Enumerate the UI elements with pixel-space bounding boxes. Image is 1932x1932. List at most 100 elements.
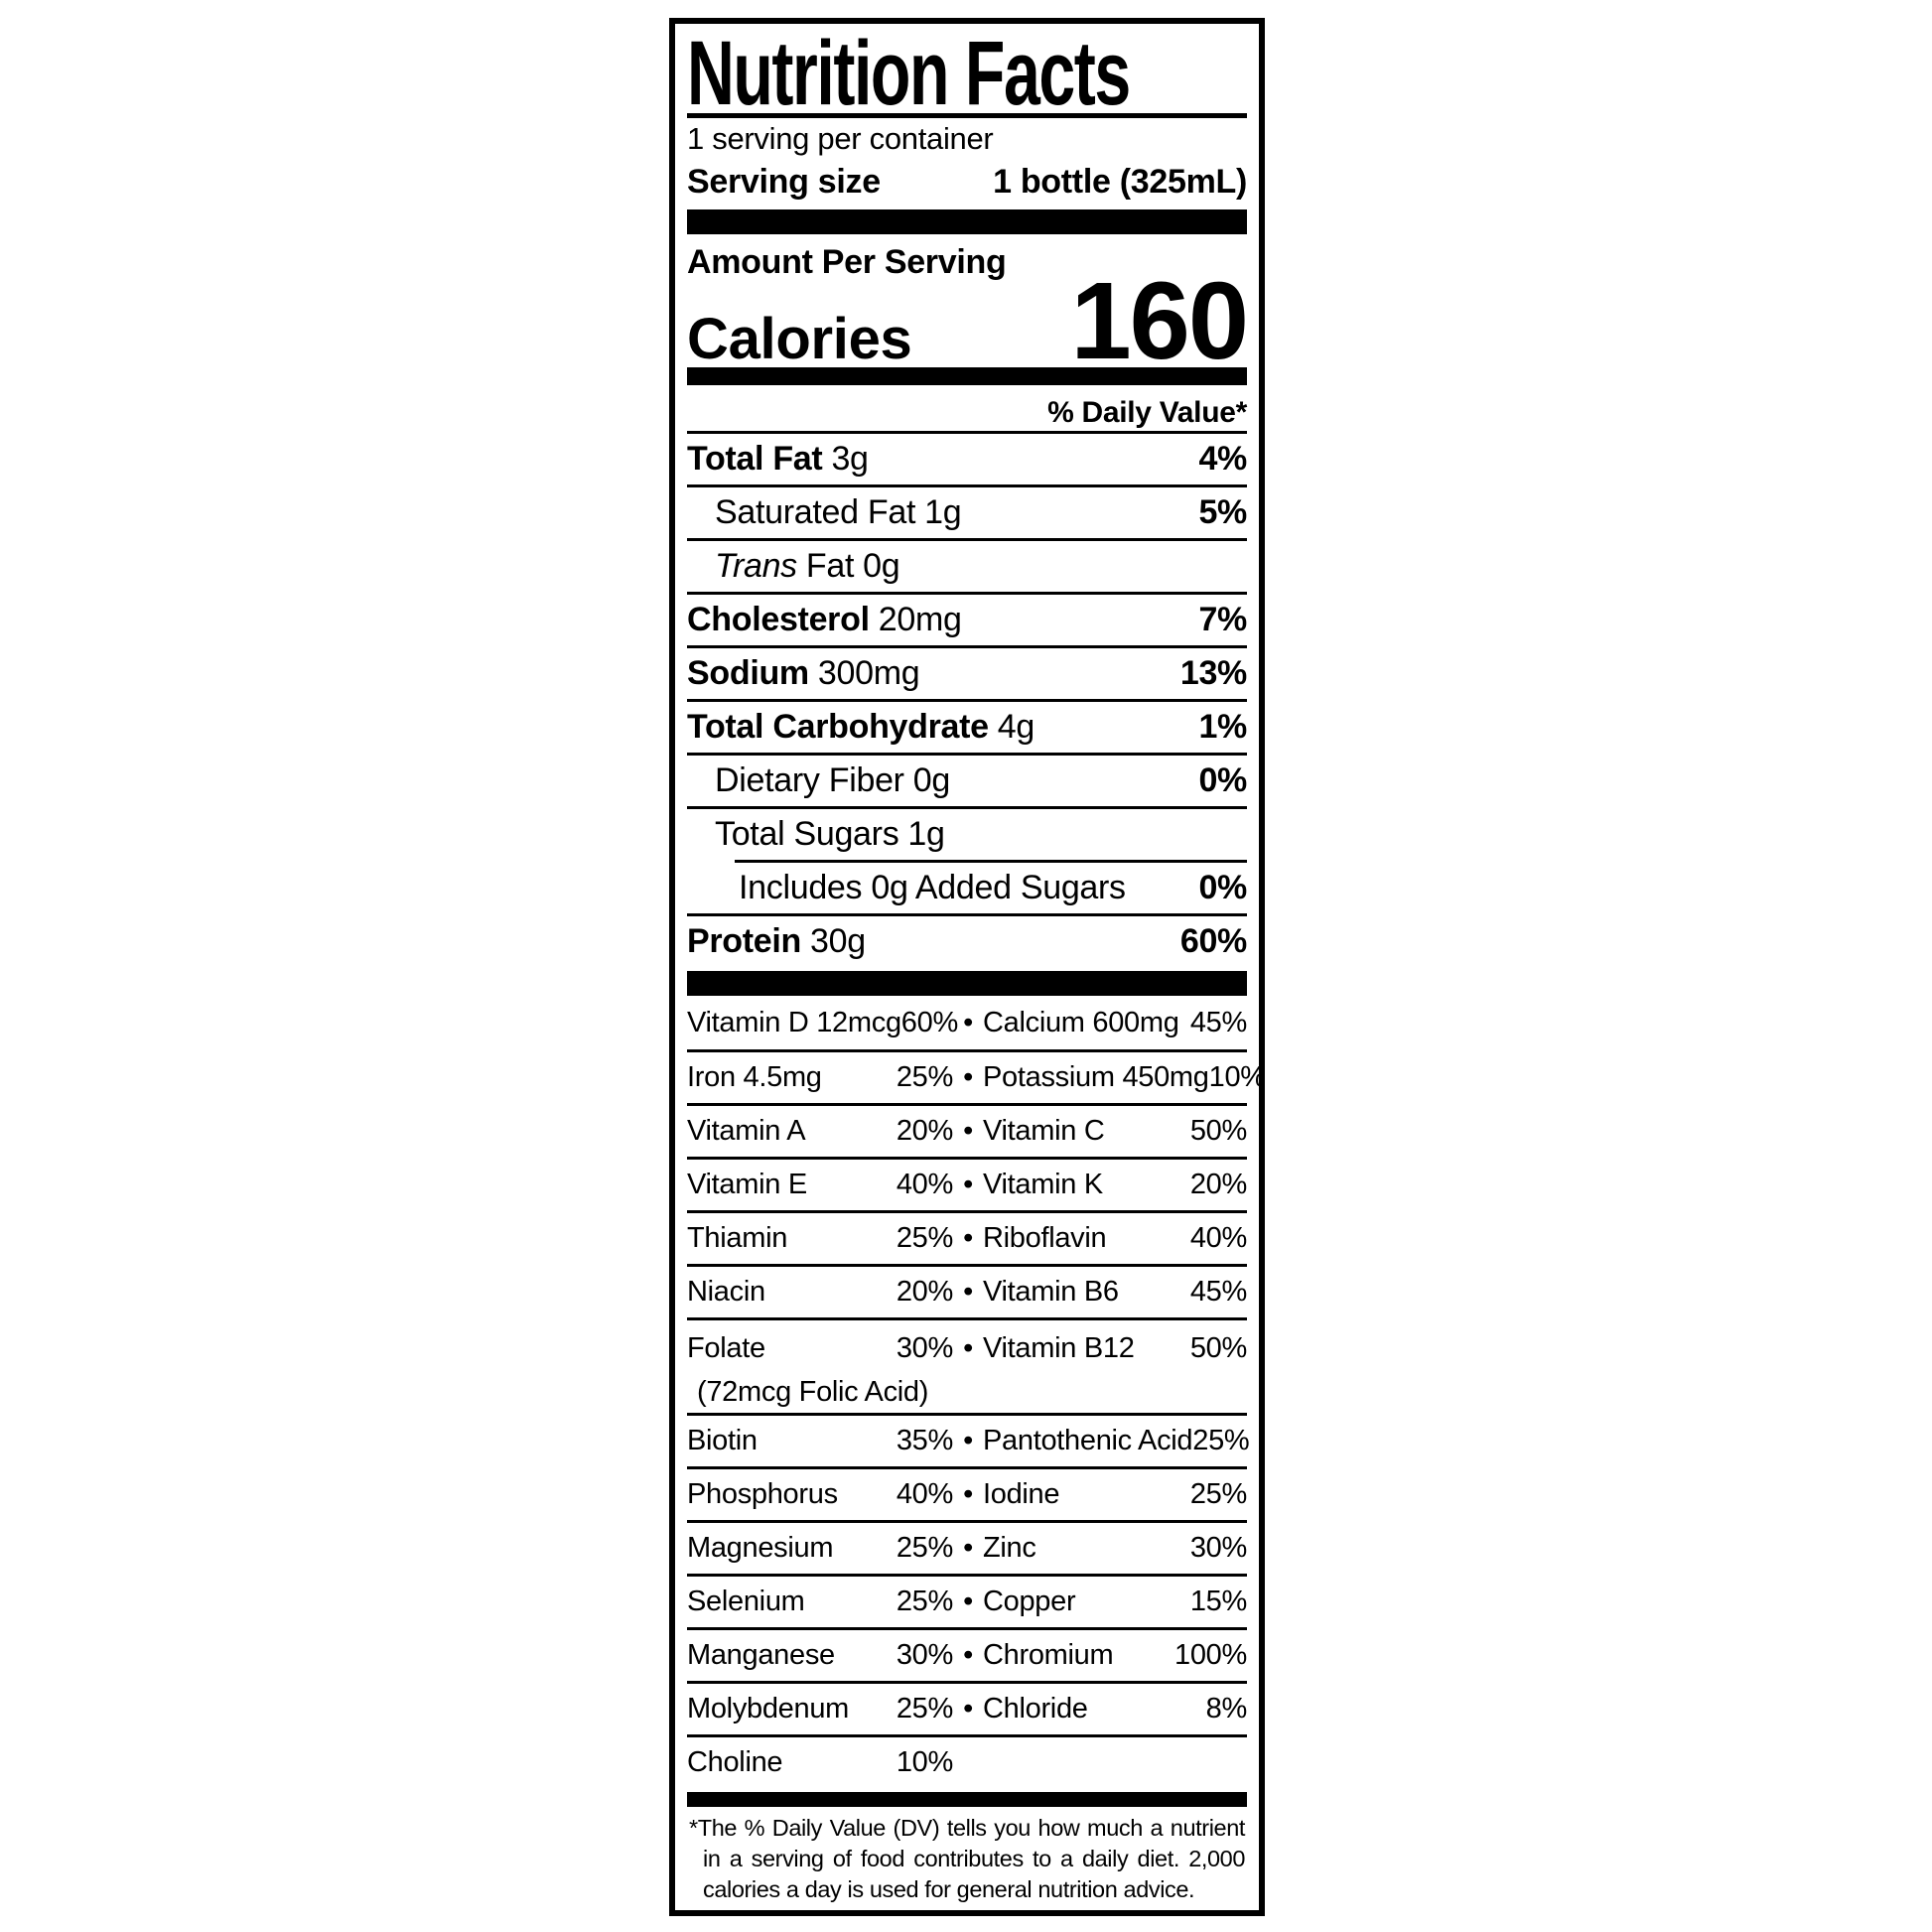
row-molybdenum-chloride: Molybdenum 25% • Chloride 8%	[687, 1681, 1247, 1734]
calories-row: Calories 160	[687, 260, 1249, 382]
micronutrient-dv: 25%	[896, 1532, 953, 1564]
nutrient-amount: 300mg	[817, 654, 920, 692]
micronutrient-name: Niacin	[687, 1276, 765, 1308]
nutrient-name: Total Sugars	[715, 815, 899, 853]
row-added-sugars: Includes 0g Added Sugars 0%	[687, 863, 1247, 913]
nutrient-amount: 3g	[831, 440, 869, 478]
micronutrient-name: Vitamin E	[687, 1169, 807, 1200]
micronutrient-dv: 40%	[896, 1169, 953, 1200]
micronutrient-dv: 25%	[1192, 1425, 1250, 1456]
micronutrient-dv: 50%	[1189, 1115, 1247, 1147]
row-dietary-fiber: Dietary Fiber 0g 0%	[687, 753, 1247, 806]
micronutrient-name: Molybdenum	[687, 1693, 850, 1725]
bullet-separator: •	[963, 1169, 973, 1200]
micronutrient-name: Vitamin K	[983, 1169, 1103, 1200]
section-divider-thick	[687, 971, 1247, 996]
row-phosphorus-iodine: Phosphorus 40% • Iodine 25%	[687, 1466, 1247, 1520]
bullet-separator: •	[963, 1061, 973, 1093]
serving-size-label: Serving size	[687, 163, 881, 201]
micronutrient-dv: 50%	[1189, 1331, 1247, 1364]
row-saturated-fat: Saturated Fat 1g 5%	[687, 484, 1247, 538]
nutrient-name: Protein	[687, 922, 802, 960]
bullet-separator: •	[963, 1639, 973, 1671]
calories-label: Calories	[687, 307, 912, 371]
bullet-separator: •	[963, 1331, 973, 1364]
row-vitamin-d-calcium: Vitamin D 12mcg 60% • Calcium 600mg 45%	[687, 996, 1247, 1049]
row-protein: Protein 30g 60%	[687, 913, 1247, 967]
nutrient-name: Sodium	[687, 654, 809, 692]
micronutrient-dv: 25%	[896, 1693, 953, 1725]
micronutrient-dv: 30%	[896, 1331, 953, 1364]
micronutrient-name: Chromium	[983, 1639, 1114, 1671]
micronutrient-name: Copper	[983, 1586, 1076, 1617]
calories-value: 160	[1070, 260, 1249, 382]
row-biotin-pantothenic-acid: Biotin 35% • Pantothenic Acid 25%	[687, 1413, 1250, 1466]
micronutrient-name: Potassium 450mg	[983, 1061, 1209, 1093]
nutrient-amount: 20mg	[878, 601, 962, 638]
daily-value-header: % Daily Value*	[1047, 396, 1247, 429]
row-folate-vitamin-b12: Folate 30% • Vitamin B12 50% (72mcg Folic …	[687, 1317, 1247, 1413]
bullet-separator: •	[963, 1115, 973, 1147]
row-vitamin-a-vitamin-c: Vitamin A 20% • Vitamin C 50%	[687, 1103, 1247, 1157]
row-cholesterol: Cholesterol 20mg 7%	[687, 592, 1247, 645]
micronutrient-name: Folate	[687, 1331, 765, 1364]
serving-size-row: Serving size 1 bottle (325mL)	[687, 160, 1247, 206]
nutrient-amount: 0g	[863, 547, 900, 585]
row-iron-potassium: Iron 4.5mg 25% • Potassium 450mg 10%	[687, 1049, 1266, 1103]
label-title: Nutrition Facts	[687, 23, 1131, 124]
row-thiamin-riboflavin: Thiamin 25% • Riboflavin 40%	[687, 1210, 1247, 1264]
nutrient-dv: 0%	[1198, 761, 1247, 799]
micronutrient-name: Vitamin B12	[983, 1331, 1135, 1364]
micronutrient-name: Magnesium	[687, 1532, 834, 1564]
row-niacin-vitamin-b6: Niacin 20% • Vitamin B6 45%	[687, 1264, 1247, 1317]
nutrient-dv: 60%	[1179, 922, 1247, 960]
micronutrient-name: Vitamin C	[983, 1115, 1105, 1147]
row-total-carbohydrate: Total Carbohydrate 4g 1%	[687, 699, 1247, 753]
section-divider-thick	[687, 209, 1247, 234]
footnote-line: calories a day is used for general nutri…	[703, 1876, 1195, 1902]
micronutrient-dv: 10%	[1208, 1061, 1266, 1093]
micronutrient-name: Manganese	[687, 1639, 835, 1671]
row-total-fat: Total Fat 3g 4%	[687, 431, 1247, 484]
micronutrient-dv: 10%	[896, 1746, 953, 1778]
row-total-sugars: Total Sugars 1g	[687, 806, 1247, 860]
row-trans-fat: Trans Fat 0g	[687, 538, 1247, 592]
micronutrient-name: Vitamin B6	[983, 1276, 1119, 1308]
nutrient-amount: 1g	[924, 493, 962, 531]
micronutrient-dv: 40%	[1189, 1222, 1247, 1254]
micronutrient-dv: 40%	[896, 1478, 953, 1510]
nutrient-dv: 5%	[1198, 493, 1247, 531]
row-choline: Choline 10%	[687, 1734, 1247, 1788]
micronutrient-name: Calcium 600mg	[983, 1006, 1179, 1038]
nutrient-name: Total Carbohydrate	[687, 708, 989, 746]
bullet-separator: •	[963, 1006, 973, 1038]
micronutrient-dv: 25%	[896, 1061, 953, 1093]
micronutrient-dv: 100%	[1174, 1639, 1247, 1671]
footnote-line: in a serving of food contributes to a da…	[703, 1846, 1245, 1871]
nutrient-amount: 4g	[997, 708, 1035, 746]
section-divider-small	[687, 1792, 1247, 1807]
micronutrient-dv: 8%	[1205, 1693, 1248, 1725]
nutrient-name-italic: Trans	[715, 547, 797, 585]
row-selenium-copper: Selenium 25% • Copper 15%	[687, 1574, 1247, 1627]
micronutrient-name: Vitamin D 12mcg	[687, 1006, 901, 1038]
micronutrient-dv: 30%	[1189, 1532, 1247, 1564]
nutrient-amount: 1g	[907, 815, 945, 853]
title-divider	[687, 113, 1247, 118]
micronutrient-dv: 20%	[896, 1115, 953, 1147]
bullet-separator: •	[963, 1586, 973, 1617]
bullet-separator: •	[963, 1478, 973, 1510]
micronutrient-dv: 20%	[896, 1276, 953, 1308]
micronutrient-name: Iron 4.5mg	[687, 1061, 822, 1093]
micronutrient-name: Thiamin	[687, 1222, 788, 1254]
nutrient-name: Dietary Fiber	[715, 761, 904, 799]
daily-value-footnote: *The % Daily Value (DV) tells you how mu…	[687, 1807, 1247, 1905]
micronutrient-name: Riboflavin	[983, 1222, 1107, 1254]
row-manganese-chromium: Manganese 30% • Chromium 100%	[687, 1627, 1247, 1681]
nutrient-amount: 30g	[810, 922, 866, 960]
section-divider-medium	[687, 367, 1247, 385]
row-magnesium-zinc: Magnesium 25% • Zinc 30%	[687, 1520, 1247, 1574]
indented-divider	[735, 860, 1247, 863]
footnote-line: *The % Daily Value (DV) tells you how mu…	[689, 1815, 1245, 1841]
